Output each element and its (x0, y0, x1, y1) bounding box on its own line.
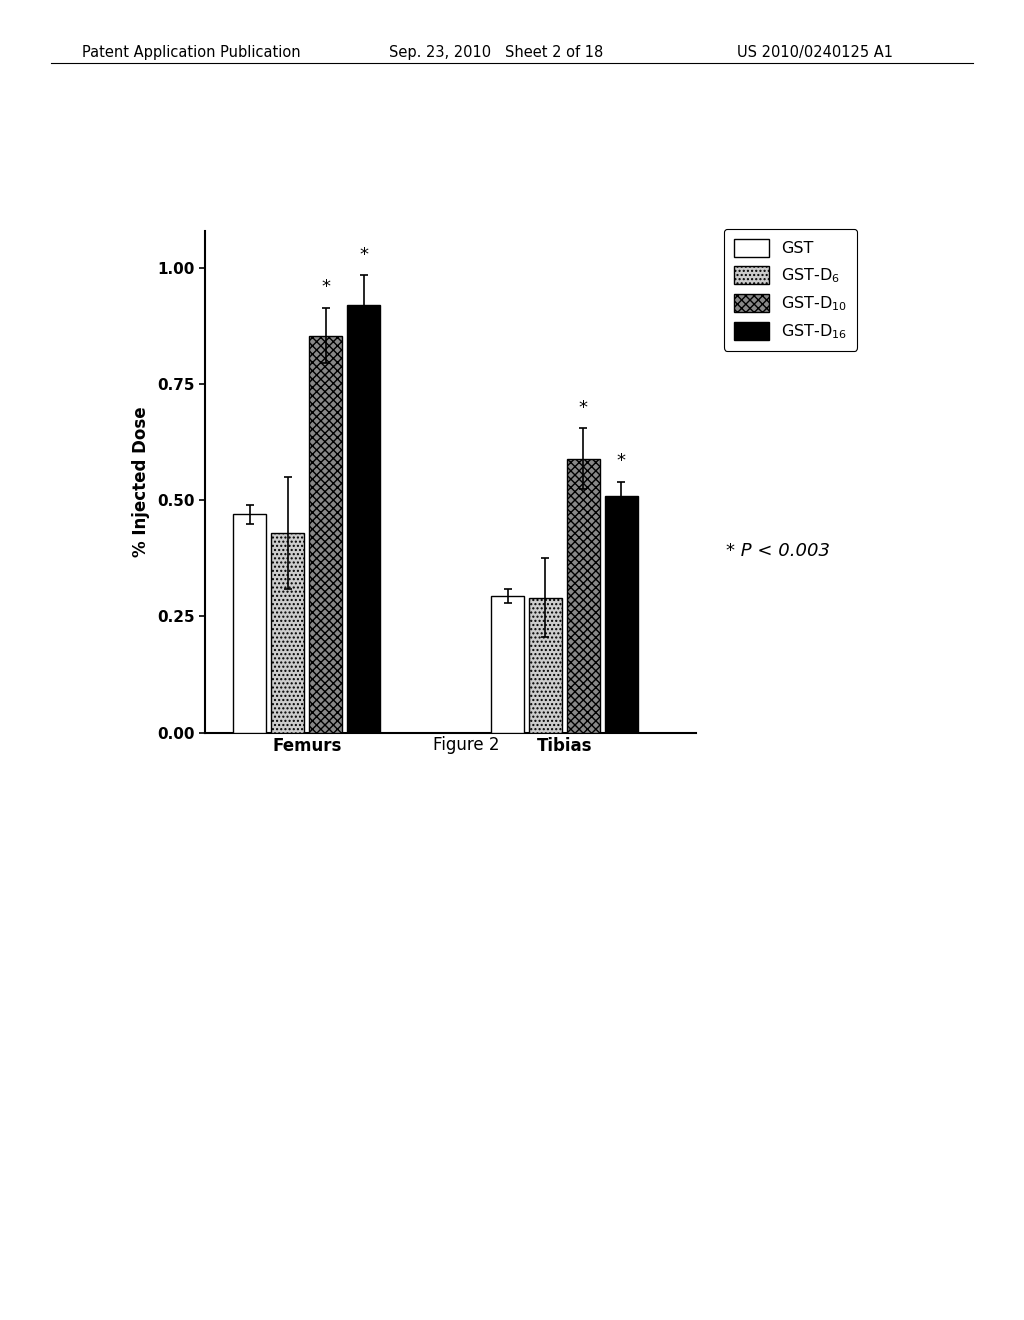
Y-axis label: % Injected Dose: % Injected Dose (132, 407, 150, 557)
Bar (605, 496, 638, 733)
Bar (529, 598, 562, 733)
Text: Figure 2: Figure 2 (433, 735, 499, 754)
Bar (271, 533, 304, 733)
Bar (567, 458, 600, 733)
Text: *: * (616, 453, 626, 470)
Text: Patent Application Publication: Patent Application Publication (82, 45, 301, 59)
Bar (309, 335, 342, 733)
Text: US 2010/0240125 A1: US 2010/0240125 A1 (737, 45, 893, 59)
Text: * P < 0.003: * P < 0.003 (726, 543, 829, 560)
Text: *: * (359, 246, 368, 264)
Bar (492, 595, 524, 733)
Text: Sep. 23, 2010   Sheet 2 of 18: Sep. 23, 2010 Sheet 2 of 18 (389, 45, 603, 59)
Bar (347, 305, 380, 733)
Text: *: * (322, 279, 330, 296)
Text: *: * (579, 399, 588, 417)
Legend: GST, GST-D$_6$, GST-D$_{10}$, GST-D$_{16}$: GST, GST-D$_6$, GST-D$_{10}$, GST-D$_{16… (724, 228, 857, 351)
Bar (233, 515, 266, 733)
